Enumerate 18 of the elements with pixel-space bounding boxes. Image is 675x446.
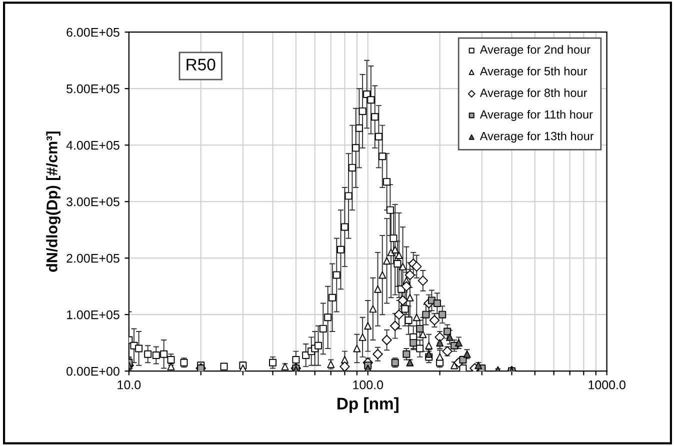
legend-label: Average for 5th hour bbox=[480, 66, 588, 78]
y-tick-label: 4.00E+05 bbox=[66, 140, 120, 150]
y-axis-title: dN/dlog(Dp) [#/cm³] bbox=[46, 132, 60, 272]
x-tick-label: 100.0 bbox=[353, 380, 384, 390]
legend-label: Average for 2nd hour bbox=[480, 45, 590, 56]
legend-label: Average for 8th hour bbox=[480, 88, 588, 100]
legend-label: Average for 11th hour bbox=[480, 110, 593, 121]
legend-label: Average for 13th hour bbox=[480, 132, 594, 143]
x-axis-title: Dp [nm] bbox=[338, 397, 398, 413]
x-tick-label: 1000.0 bbox=[588, 380, 626, 390]
y-tick-label: 5.00E+05 bbox=[66, 84, 120, 94]
y-tick-label: 1.00E+05 bbox=[66, 310, 120, 320]
y-tick-label: 2.00E+05 bbox=[66, 254, 120, 263]
annotation: R50 bbox=[186, 58, 216, 70]
y-tick-label: 6.00E+05 bbox=[66, 28, 120, 37]
x-tick-label: 10.0 bbox=[118, 380, 141, 390]
y-tick-label: 3.00E+05 bbox=[66, 197, 120, 206]
y-tick-label: 0.00E+00 bbox=[66, 366, 120, 376]
